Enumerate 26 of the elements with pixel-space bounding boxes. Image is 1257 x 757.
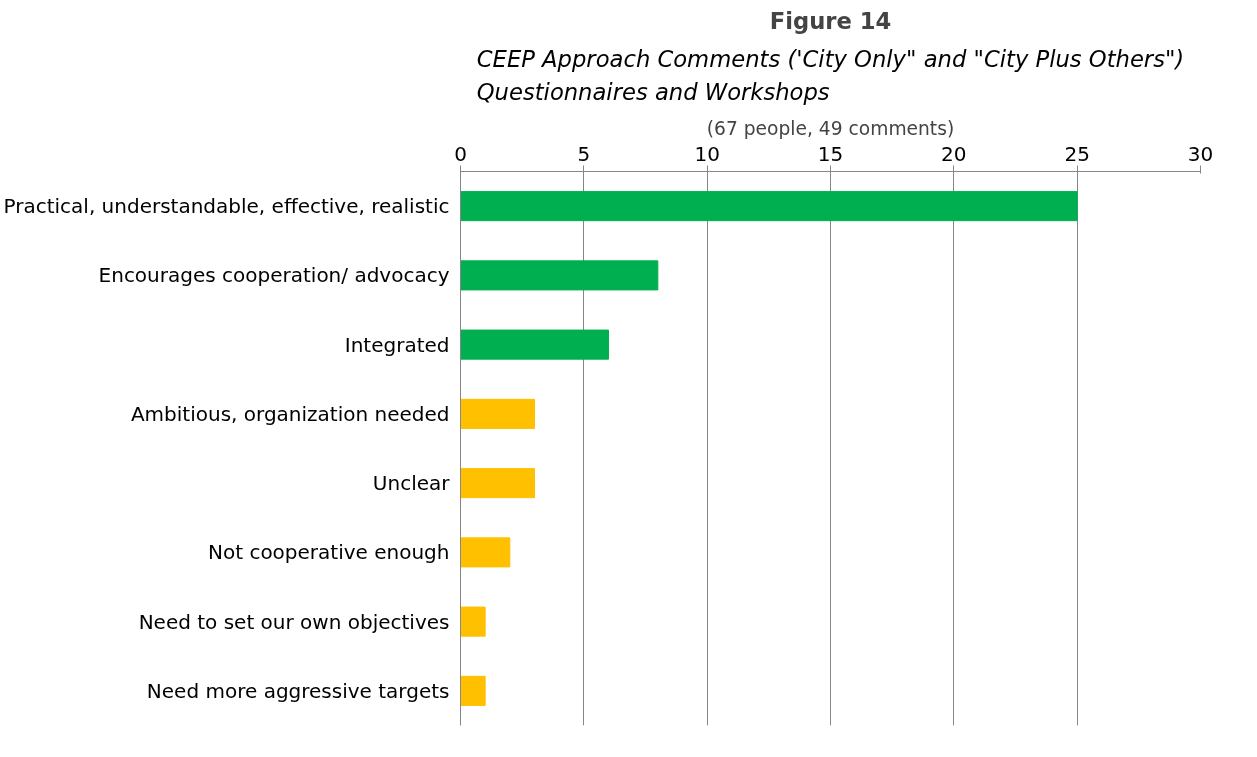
y-tick-label: Practical, understandable, effective, realistic	[3, 194, 450, 219]
x-tick-label: 15	[817, 141, 844, 166]
x-tick-label: 0	[454, 141, 467, 166]
text: (67 people, 49 comments)	[706, 117, 955, 139]
x-tick-label: 20	[941, 141, 967, 166]
bar	[460, 260, 659, 291]
y-tick-label: Ambitious, organization needed	[130, 401, 450, 426]
x-tick-label: 30	[1187, 141, 1214, 166]
bar	[460, 537, 511, 568]
x-tick-label: 5	[577, 141, 591, 166]
y-tick-label: Unclear	[372, 471, 451, 496]
y-tick-label: Need to set our own objectives	[138, 609, 450, 634]
x-tick-label: 10	[694, 141, 720, 166]
y-tick-label: Encourages cooperation/ advocacy	[98, 263, 450, 288]
chart-subtitle: CEEP Approach Comments ('City Only" and "City Plus Others") Questionnaires and Workshops	[476, 45, 1185, 106]
y-tick-label: Integrated	[344, 332, 450, 357]
bar	[460, 675, 486, 706]
y-tick-label: Need more aggressive targets	[146, 678, 450, 703]
chart-title: Figure 14	[769, 7, 892, 34]
bar	[460, 606, 486, 637]
bar	[460, 329, 609, 360]
y-tick-label: Not cooperative enough	[208, 540, 450, 565]
bar	[460, 398, 535, 429]
x-tick-label: 25	[1064, 141, 1090, 166]
bar	[460, 468, 535, 499]
bar	[460, 191, 1078, 222]
